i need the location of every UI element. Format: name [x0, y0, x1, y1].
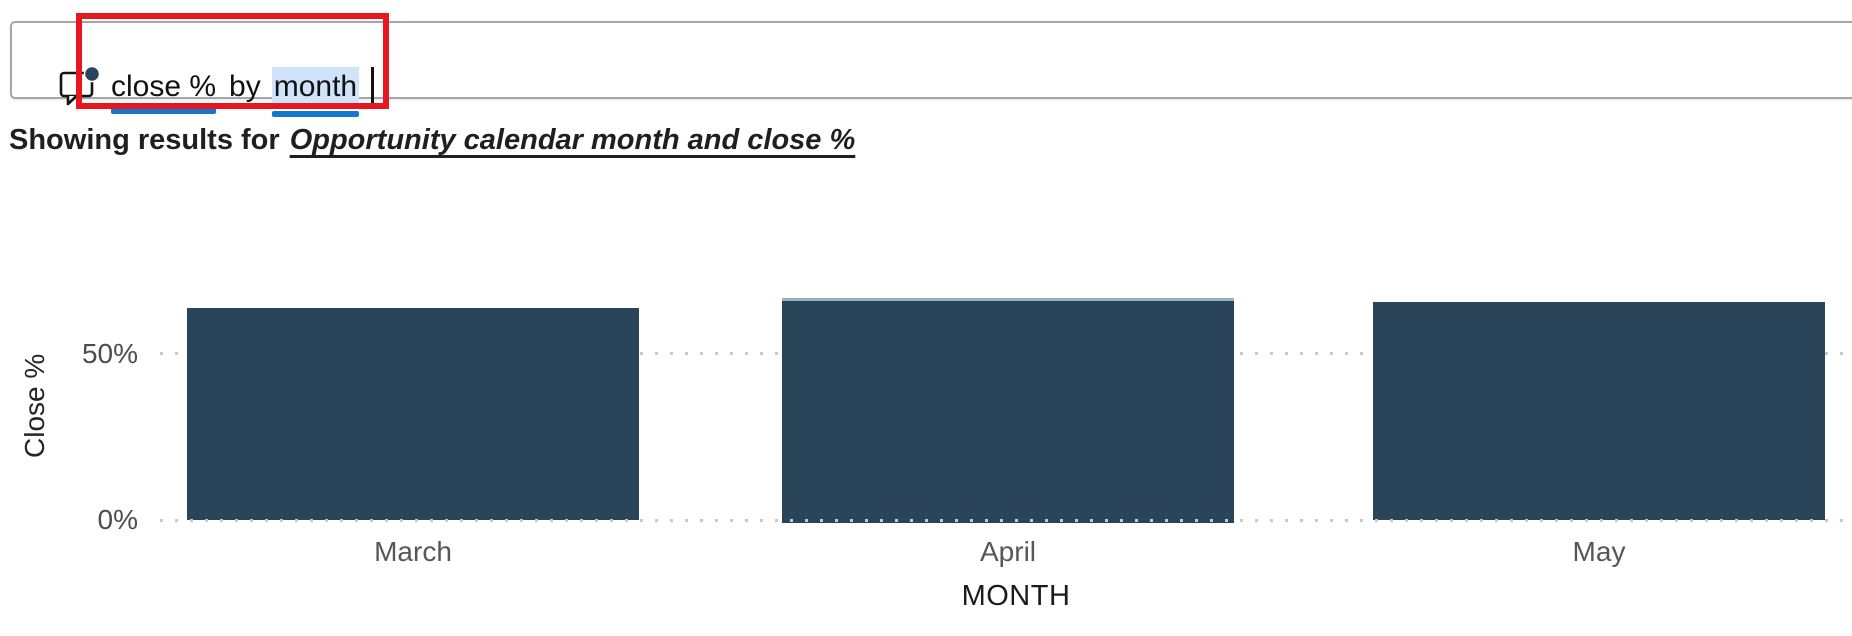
- results-prefix: Showing results for: [9, 124, 280, 156]
- bar-april[interactable]: [782, 298, 1234, 523]
- query-term-month[interactable]: month: [271, 66, 360, 117]
- x-axis-title: MONTH: [961, 580, 1071, 612]
- query-term-by[interactable]: by: [229, 69, 261, 103]
- y-tick-0: 0%: [97, 504, 138, 535]
- results-interpretation: Opportunity calendar month and close %: [289, 124, 856, 156]
- results-line: Showing results for Opportunity calendar …: [9, 124, 855, 157]
- bar-march[interactable]: [187, 308, 639, 520]
- query-term-close-pct[interactable]: close %: [111, 69, 217, 114]
- y-tick-50: 50%: [81, 338, 138, 369]
- text-cursor: [371, 67, 375, 107]
- x-label-april: April: [979, 536, 1037, 567]
- question-input-box[interactable]: close % by month: [10, 21, 1852, 117]
- qna-dot: [83, 65, 100, 83]
- query-text[interactable]: close % by month: [111, 65, 375, 117]
- x-label-march: March: [374, 536, 452, 567]
- x-label-may: May: [1572, 536, 1626, 567]
- qna-comment-icon: [59, 65, 100, 106]
- x-axis-baseline: [160, 519, 1848, 522]
- bar-may[interactable]: [1373, 302, 1825, 520]
- close-pct-bar-chart: Close % 50% 0% March April May MONTH: [0, 220, 1852, 636]
